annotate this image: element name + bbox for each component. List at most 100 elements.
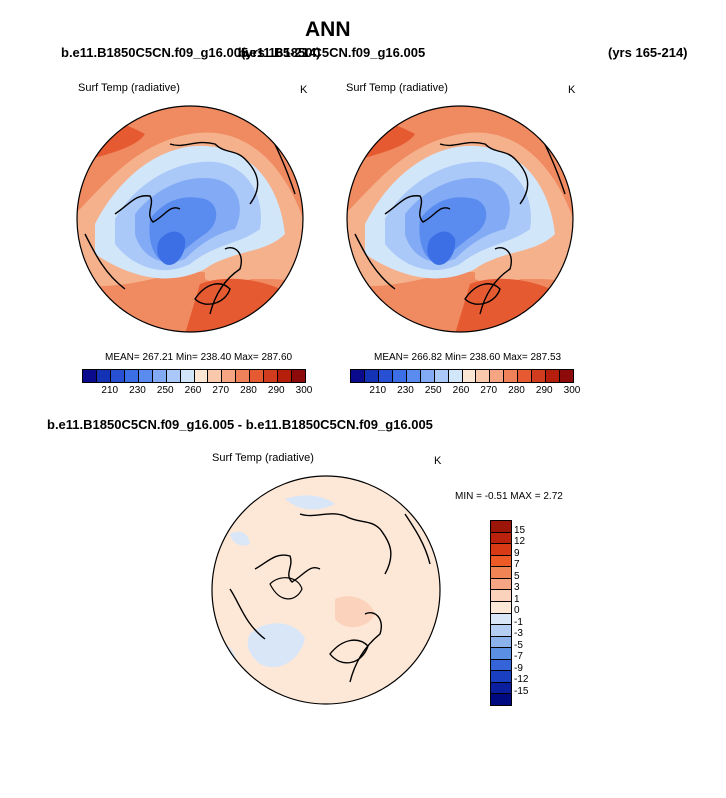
colorbar-swatch [392, 370, 407, 382]
colorbar-label: 260 [184, 385, 202, 396]
panel1-units: K [300, 84, 308, 96]
colorbar-swatch [406, 370, 421, 382]
case-right-name: b.e11.B1850C5CN.f09_g16.005 [238, 45, 426, 60]
diff-colorbar-label: -3 [514, 628, 523, 639]
diff-minmax: MIN = -0.51 MAX = 2.72 [455, 491, 563, 502]
colorbar-swatch [83, 370, 97, 382]
colorbar-swatch [194, 370, 209, 382]
case-left-name: b.e11.B1850C5CN.f09_g16.005 [61, 45, 249, 60]
diff-colorbar-label: 7 [514, 559, 520, 570]
diff-colorbar-label: -1 [514, 616, 523, 628]
colorbar-swatch [292, 370, 305, 382]
colorbar-label: 280 [508, 385, 525, 396]
colorbar-swatch [124, 370, 139, 382]
colorbar-swatch [448, 370, 463, 382]
diff-colorbar-labels: 15 12 9 7 5 3 1 0 -1 -3 -5 -7 -9 -12 -15 [514, 520, 544, 704]
colorbar-swatch [110, 370, 125, 382]
colorbar-swatch [420, 370, 435, 382]
diff-colorbar-swatch [491, 567, 511, 579]
diff-colorbar-swatch [491, 532, 511, 545]
diff-colorbar-swatch [491, 659, 511, 672]
diff-colorbar-label: 9 [514, 547, 520, 559]
case-right-years: (yrs 165-214) [608, 45, 688, 60]
diff-colorbar-swatch [491, 555, 511, 568]
diff-colorbar-label: 5 [514, 570, 520, 582]
colorbar-label: 250 [156, 385, 174, 396]
colorbar-swatch [152, 370, 167, 382]
colorbar-label: 210 [101, 385, 119, 396]
colorbar-label: 210 [369, 385, 387, 396]
diff-colorbar-label: 3 [514, 582, 520, 593]
panel1-variable: Surf Temp (radiative) [78, 82, 180, 94]
diff-colorbar-swatch [491, 590, 511, 602]
colorbar-swatch [222, 370, 237, 382]
colorbar-swatch [250, 370, 265, 382]
colorbar-swatch [264, 370, 279, 382]
colorbar-label: 230 [129, 385, 146, 396]
colorbar-label: 300 [295, 385, 313, 396]
colorbar-label: 250 [424, 385, 442, 396]
colorbar-swatch [96, 370, 111, 382]
colorbar-label: 260 [452, 385, 470, 396]
diff-polar-map [211, 475, 441, 705]
diff-colorbar-swatch [491, 671, 511, 683]
colorbar-swatch [364, 370, 379, 382]
panel1-stats: MEAN= 267.21 Min= 238.40 Max= 287.60 [105, 352, 293, 363]
diff-colorbar [490, 520, 512, 706]
panel2-colorbar-labels: 210 230 250 260 270 280 290 300 [350, 385, 580, 397]
colorbar-swatch [560, 370, 573, 382]
colorbar-swatch [278, 370, 293, 382]
diff-colorbar-label: -12 [514, 674, 529, 685]
diff-colorbar-swatch [491, 625, 511, 637]
colorbar-label: 280 [240, 385, 257, 396]
diff-colorbar-swatch [491, 648, 511, 660]
page-title: ANN [305, 18, 351, 41]
colorbar-swatch [180, 370, 195, 382]
colorbar-swatch [434, 370, 449, 382]
colorbar-swatch [351, 370, 365, 382]
colorbar-swatch [166, 370, 181, 382]
panel1-colorbar-labels: 210 230 250 260 270 280 290 300 [82, 385, 312, 397]
diff-colorbar-swatch [491, 601, 511, 614]
case-left-years: (yrs 165-214) [241, 45, 321, 60]
diff-colorbar-swatch [491, 682, 511, 695]
diff-colorbar-swatch [491, 544, 511, 556]
colorbar-label: 290 [535, 385, 553, 396]
colorbar-swatch [532, 370, 547, 382]
colorbar-swatch [138, 370, 153, 382]
colorbar-label: 300 [563, 385, 581, 396]
diff-colorbar-label: 12 [514, 536, 526, 547]
panel2-variable: Surf Temp (radiative) [346, 82, 448, 94]
diff-colorbar-swatch [491, 521, 511, 533]
colorbar-swatch [462, 370, 477, 382]
colorbar-label: 270 [212, 385, 230, 396]
diff-colorbar-swatch [491, 636, 511, 649]
panel2-stats: MEAN= 266.82 Min= 238.60 Max= 287.53 [374, 352, 562, 363]
colorbar-swatch [546, 370, 561, 382]
diff-colorbar-label: -7 [514, 651, 523, 662]
colorbar-label: 290 [267, 385, 285, 396]
diff-colorbar-label: -5 [514, 639, 523, 651]
diff-units: K [434, 455, 442, 467]
panel2-polar-map [346, 105, 574, 333]
colorbar-swatch [476, 370, 491, 382]
panel2-units: K [568, 84, 576, 96]
colorbar-swatch [236, 370, 251, 382]
diff-colorbar-swatch [491, 613, 511, 626]
colorbar-label: 270 [480, 385, 498, 396]
colorbar-label: 230 [397, 385, 414, 396]
colorbar-swatch [504, 370, 519, 382]
diff-colorbar-label: -9 [514, 662, 523, 674]
panel1-colorbar [82, 369, 306, 383]
colorbar-swatch [378, 370, 393, 382]
diff-colorbar-label: 1 [514, 593, 520, 605]
panel1-polar-map [76, 105, 304, 333]
diff-colorbar-label: 15 [514, 524, 526, 536]
panel2-colorbar [350, 369, 574, 383]
colorbar-swatch [208, 370, 223, 382]
colorbar-swatch [490, 370, 505, 382]
diff-variable: Surf Temp (radiative) [212, 452, 314, 464]
diff-colorbar-label: 0 [514, 605, 520, 616]
colorbar-swatch [518, 370, 533, 382]
diff-colorbar-swatch [491, 694, 511, 705]
